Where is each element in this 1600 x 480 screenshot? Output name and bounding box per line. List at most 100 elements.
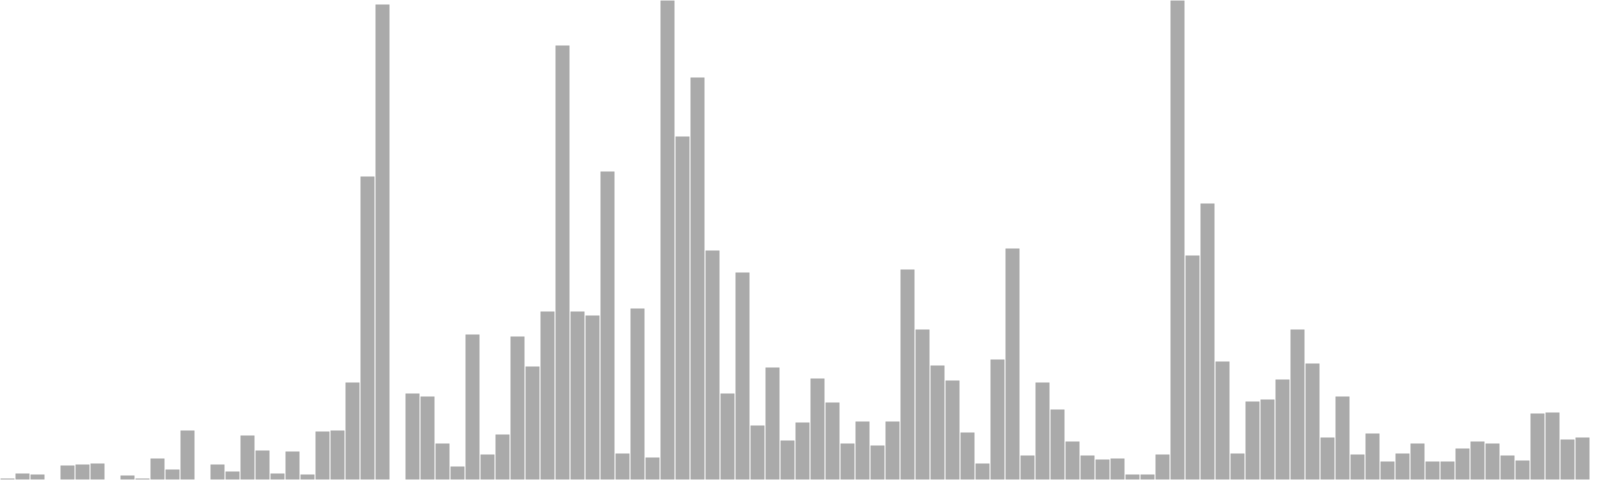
bar-36 — [539, 310, 556, 480]
bar-17 — [254, 449, 271, 480]
bar-69 — [1034, 381, 1051, 480]
bar-45 — [674, 135, 691, 480]
bar-56 — [839, 442, 856, 480]
bar-4 — [59, 464, 76, 480]
bar-46 — [689, 76, 706, 480]
bar-8 — [119, 474, 136, 480]
bar-67 — [1004, 247, 1021, 480]
bar-48 — [719, 392, 736, 480]
bar-53 — [794, 421, 811, 480]
bar-58 — [869, 444, 886, 480]
bar-79 — [1184, 254, 1201, 480]
bar-19 — [284, 450, 301, 480]
bar-91 — [1364, 432, 1381, 480]
bar-38 — [569, 310, 586, 480]
bar-51 — [764, 366, 781, 480]
bar-42 — [629, 307, 646, 480]
bar-84 — [1259, 398, 1276, 480]
bar-60 — [899, 268, 916, 480]
bar-73 — [1094, 458, 1111, 480]
bar-55 — [824, 401, 841, 480]
bar-105 — [1574, 436, 1591, 480]
bar-27 — [404, 392, 421, 480]
bar-93 — [1394, 452, 1411, 480]
bar-32 — [479, 453, 496, 480]
bar-40 — [599, 170, 616, 480]
bar-14 — [209, 463, 226, 480]
bar-66 — [989, 358, 1006, 480]
bar-28 — [419, 395, 436, 480]
bar-85 — [1274, 378, 1291, 480]
bar-41 — [614, 452, 631, 480]
bar-80 — [1199, 202, 1216, 480]
bar-81 — [1214, 360, 1231, 480]
bar-78 — [1169, 0, 1186, 480]
bar-94 — [1409, 442, 1426, 480]
bar-70 — [1049, 408, 1066, 480]
bar-52 — [779, 439, 796, 480]
bar-83 — [1244, 400, 1261, 480]
bar-74 — [1109, 457, 1126, 480]
bar-1 — [14, 472, 31, 480]
bar-44 — [659, 0, 676, 480]
bar-57 — [854, 420, 871, 480]
bar-20 — [299, 473, 316, 480]
bar-62 — [929, 364, 946, 480]
bar-90 — [1349, 453, 1366, 480]
bar-86 — [1289, 328, 1306, 480]
bar-39 — [584, 314, 601, 480]
bar-23 — [344, 381, 361, 480]
bar-54 — [809, 377, 826, 480]
bar-2 — [29, 473, 46, 480]
bar-89 — [1334, 395, 1351, 480]
bar-77 — [1154, 453, 1171, 480]
bar-25 — [374, 3, 391, 480]
bar-12 — [179, 429, 196, 480]
bar-49 — [734, 271, 751, 480]
bar-47 — [704, 249, 721, 480]
bar-65 — [974, 462, 991, 480]
bar-37 — [554, 44, 571, 480]
bar-103 — [1544, 411, 1561, 480]
bar-22 — [329, 429, 346, 480]
bar-63 — [944, 379, 961, 480]
bar-92 — [1379, 460, 1396, 480]
bar-100 — [1499, 454, 1516, 480]
bar-99 — [1484, 442, 1501, 480]
bar-71 — [1064, 440, 1081, 480]
bar-31 — [464, 333, 481, 480]
bar-104 — [1559, 438, 1576, 480]
bar-101 — [1514, 459, 1531, 480]
bar-34 — [509, 335, 526, 480]
bar-21 — [314, 430, 331, 480]
bar-33 — [494, 433, 511, 480]
bar-97 — [1454, 447, 1471, 480]
bar-50 — [749, 424, 766, 480]
bar-95 — [1424, 460, 1441, 480]
bar-35 — [524, 365, 541, 480]
bar-10 — [149, 457, 166, 480]
bar-61 — [914, 328, 931, 480]
bar-64 — [959, 431, 976, 480]
bar-98 — [1469, 440, 1486, 480]
bar-75 — [1124, 473, 1141, 480]
bar-43 — [644, 456, 661, 480]
bar-24 — [359, 175, 376, 480]
bar-18 — [269, 472, 286, 480]
bar-15 — [224, 470, 241, 480]
bar-102 — [1529, 412, 1546, 480]
bar-11 — [164, 468, 181, 480]
bar-30 — [449, 465, 466, 480]
bar-29 — [434, 442, 451, 480]
bar-88 — [1319, 436, 1336, 480]
bar-68 — [1019, 454, 1036, 480]
bar-72 — [1079, 454, 1096, 480]
bar-82 — [1229, 452, 1246, 480]
bar-87 — [1304, 362, 1321, 480]
bar-59 — [884, 420, 901, 480]
bar-16 — [239, 434, 256, 480]
bar-6 — [89, 462, 106, 480]
bar-76 — [1139, 473, 1156, 480]
